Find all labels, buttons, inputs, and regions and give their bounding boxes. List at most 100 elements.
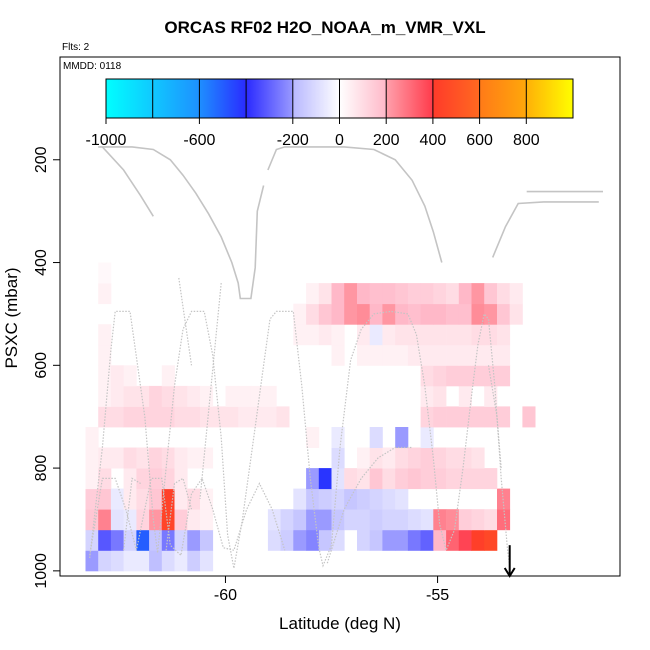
heatmap-cell (458, 509, 472, 531)
arrow-marker (503, 545, 516, 578)
heatmap-cell (497, 365, 511, 387)
heatmap-cell (280, 509, 294, 531)
heatmap-cell (369, 283, 383, 305)
colorbar: -1000 -600 -200 0 200 400 600 800 (86, 78, 574, 149)
flight-track-segment (123, 477, 141, 551)
heatmap-cell (136, 385, 150, 407)
heatmap-cell (369, 447, 383, 469)
y-tick-label: 400 (33, 249, 50, 276)
heatmap-cell (174, 468, 188, 490)
heatmap-cell (357, 529, 371, 551)
heatmap-cell (238, 406, 252, 428)
heatmap-cell (420, 385, 434, 407)
heatmap-cell (446, 303, 460, 325)
heatmap-cell (369, 488, 383, 510)
heatmap-cell (344, 303, 358, 325)
heatmap-cell (149, 385, 163, 407)
date-label: MMDD: 0118 (63, 61, 122, 72)
heatmap-cell (136, 529, 150, 551)
heatmap-cell (149, 447, 163, 469)
heatmap-cell (471, 406, 485, 428)
heatmap-cell (174, 509, 188, 531)
heatmap-cell (369, 468, 383, 490)
heatmap-cell (200, 529, 214, 551)
heatmap-cell (318, 283, 332, 305)
heatmap-cell (484, 324, 498, 346)
heatmap-cell (98, 529, 112, 551)
heatmap-cell (446, 447, 460, 469)
heatmap-cell (458, 283, 472, 305)
flight-track-segment (326, 446, 413, 564)
heatmap-cell (123, 385, 137, 407)
heatmap-cell (293, 303, 307, 325)
heatmap-cell (458, 447, 472, 469)
heatmap-cell (85, 488, 99, 510)
heatmap-cell (509, 283, 523, 305)
heatmap-cell (382, 529, 396, 551)
heatmap-cell (98, 365, 112, 387)
heatmap-cell (458, 324, 472, 346)
heatmap-cell (458, 344, 472, 366)
heatmap-cell (331, 447, 345, 469)
heatmap-cell (238, 385, 252, 407)
heatmap-cell (471, 529, 485, 551)
heatmap-cell (433, 468, 447, 490)
heatmap-cell (85, 468, 99, 490)
heatmap-cell (200, 550, 214, 572)
heatmap-cell (306, 303, 320, 325)
heatmap-cell (433, 529, 447, 551)
heatmap-cell (293, 488, 307, 510)
heatmap-cell (369, 324, 383, 346)
heatmap-cell (395, 283, 409, 305)
heatmap-cell (98, 283, 112, 305)
heatmap-cell (110, 550, 124, 572)
heatmap-cell (123, 529, 137, 551)
heatmap-cell (369, 509, 383, 531)
heatmap-cell (318, 529, 332, 551)
flight-track-segment (101, 146, 154, 217)
heatmap-cell (497, 303, 511, 325)
heatmap-cell (420, 427, 434, 448)
x-tick-label: -55 (426, 587, 449, 604)
heatmap-cell (433, 447, 447, 469)
heatmap-cell (484, 283, 498, 305)
heatmap-cell (433, 406, 447, 428)
heatmap-cell (187, 550, 201, 572)
heatmap-cell (293, 529, 307, 551)
heatmap-cell (187, 509, 201, 531)
heatmap-cell (200, 488, 214, 510)
heatmap-cell (331, 303, 345, 325)
heatmap-cell (136, 550, 150, 572)
heatmap-cell (357, 344, 371, 366)
heatmap-cell (407, 324, 421, 346)
heatmap-cell (471, 447, 485, 469)
heatmap-cell (433, 509, 447, 531)
heatmap-cell (110, 488, 124, 510)
colorbar-tick-label: 200 (373, 132, 400, 149)
heatmap-cell (174, 550, 188, 572)
flight-track-segment (267, 146, 443, 263)
x-tick-label: -60 (214, 587, 237, 604)
heatmap-cell (85, 447, 99, 469)
heatmap-cell (187, 447, 201, 469)
heatmap-cell (187, 406, 201, 428)
colorbar-tick-label: 600 (466, 132, 493, 149)
heatmap-cell (85, 550, 99, 572)
heatmap-cell (471, 468, 485, 490)
heatmap-cell (420, 529, 434, 551)
heatmap-cell (433, 385, 447, 407)
heatmap-cell (395, 344, 409, 366)
heatmap-cell (331, 324, 345, 346)
heatmap-cell (98, 488, 112, 510)
heatmap-cell (250, 406, 264, 428)
heatmap-cell (420, 303, 434, 325)
heatmap-cell (369, 344, 383, 366)
arrow-head (503, 567, 516, 578)
y-tick-label: 200 (33, 146, 50, 173)
heatmap-cell (484, 365, 498, 387)
heatmap-cell (225, 385, 239, 407)
heatmap-cell (250, 385, 264, 407)
heatmap-cell (344, 468, 358, 490)
